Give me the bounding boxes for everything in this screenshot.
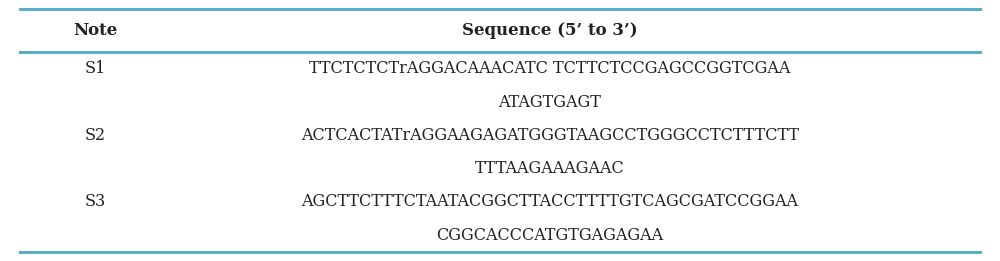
- Text: Sequence (5’ to 3’): Sequence (5’ to 3’): [462, 21, 638, 39]
- Text: TTCTCTCTrAGGACAAACATC TCTTCTCCGAGCCGGTCGAA: TTCTCTCTrAGGACAAACATC TCTTCTCCGAGCCGGTCG…: [309, 60, 791, 77]
- Text: TTTAAGAAAGAAC: TTTAAGAAAGAAC: [475, 161, 625, 177]
- Text: S3: S3: [84, 193, 106, 210]
- Text: ACTCACTATrAGGAAGAGATGGGTAAGCCTGGGCCTCTTTCTT: ACTCACTATrAGGAAGAGATGGGTAAGCCTGGGCCTCTTT…: [301, 127, 799, 144]
- Text: Note: Note: [73, 21, 117, 39]
- Text: S2: S2: [84, 127, 106, 144]
- Text: CGGCACCCATGTGAGAGAA: CGGCACCCATGTGAGAGAA: [436, 227, 664, 244]
- Text: AGCTTCTTTCTAATACGGCTTACCTTTTGTCAGCGATCCGGAA: AGCTTCTTTCTAATACGGCTTACCTTTTGTCAGCGATCCG…: [302, 193, 798, 210]
- Text: ATAGTGAGT: ATAGTGAGT: [499, 94, 601, 111]
- Text: S1: S1: [84, 60, 106, 77]
